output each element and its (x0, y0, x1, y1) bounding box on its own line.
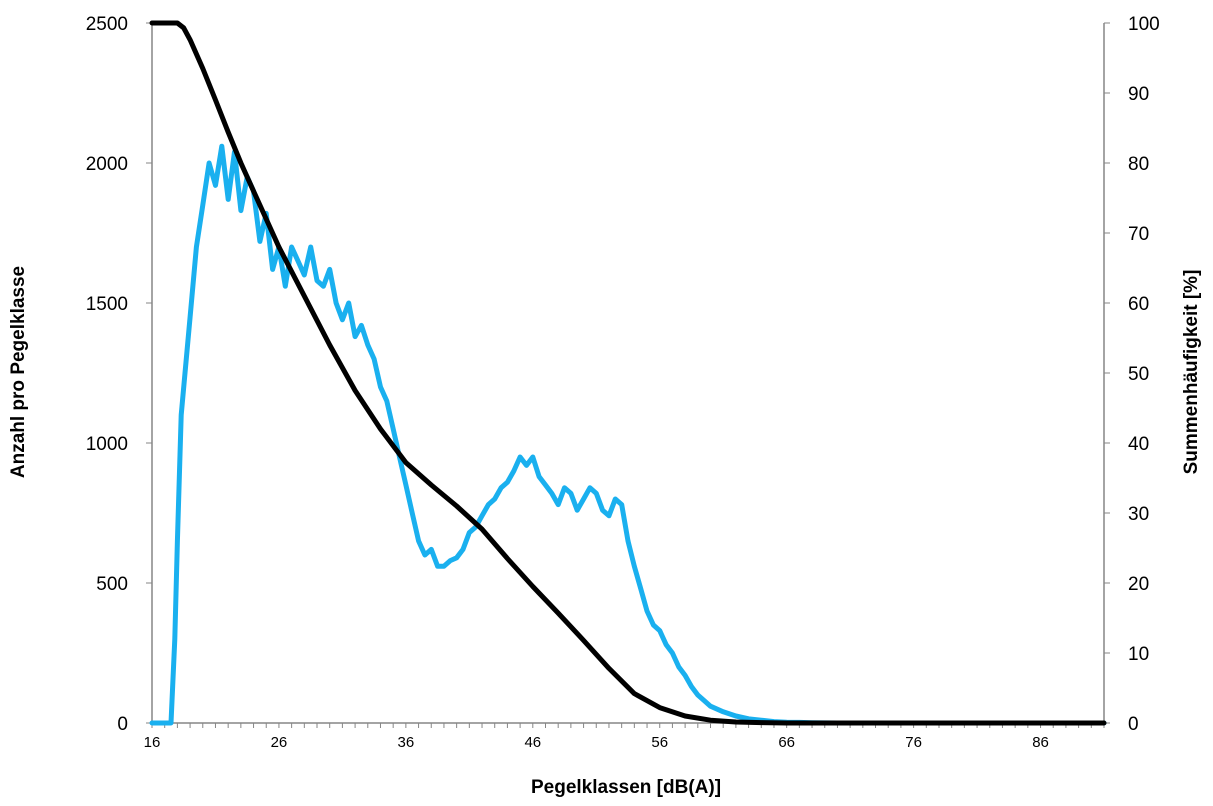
x-tick-label: 76 (905, 734, 922, 751)
y-right-tick-label: 90 (1128, 84, 1149, 105)
series-layer (149, 20, 1107, 726)
x-tick-label: 36 (398, 734, 415, 751)
x-tick-label: 26 (271, 734, 288, 751)
y-right-tick-label: 10 (1128, 644, 1149, 665)
y-left-tick-label: 500 (96, 574, 128, 595)
x-tick-label: 56 (651, 734, 668, 751)
y-axis-left-title: Anzahl pro Pegelklasse (8, 266, 29, 478)
ticks: 16 26 36 46 56 66 76 86 0 500 1000 1500 2000 2500 0 10 2… (86, 14, 1160, 751)
y-left-tick-label: 0 (117, 714, 128, 735)
y-left-tick-label: 1500 (86, 294, 128, 315)
x-tick-label: 86 (1032, 734, 1049, 751)
x-tick-label: 16 (144, 734, 161, 751)
x-axis-title: Pegelklassen [dB(A)] (531, 777, 721, 798)
y-left-tick-label: 2000 (86, 154, 128, 175)
y-right-tick-label: 40 (1128, 434, 1149, 455)
cumulative-frequency-line (149, 20, 1107, 726)
y-right-tick-label: 60 (1128, 294, 1149, 315)
y-right-tick-label: 50 (1128, 364, 1149, 385)
y-left-tick-label: 2500 (86, 14, 128, 35)
y-right-tick-label: 70 (1128, 224, 1149, 245)
y-right-tick-label: 30 (1128, 504, 1149, 525)
y-right-tick-label: 100 (1128, 14, 1160, 35)
y-axis-right-title: Summenhäufigkeit [%] (1181, 270, 1202, 475)
y-right-tick-label: 0 (1128, 714, 1139, 735)
axes (151, 23, 1105, 724)
level-class-count-line (149, 143, 1107, 726)
x-tick-label: 46 (524, 734, 541, 751)
y-right-tick-label: 20 (1128, 574, 1149, 595)
y-left-tick-label: 1000 (86, 434, 128, 455)
x-tick-label: 66 (778, 734, 795, 751)
y-right-tick-label: 80 (1128, 154, 1149, 175)
